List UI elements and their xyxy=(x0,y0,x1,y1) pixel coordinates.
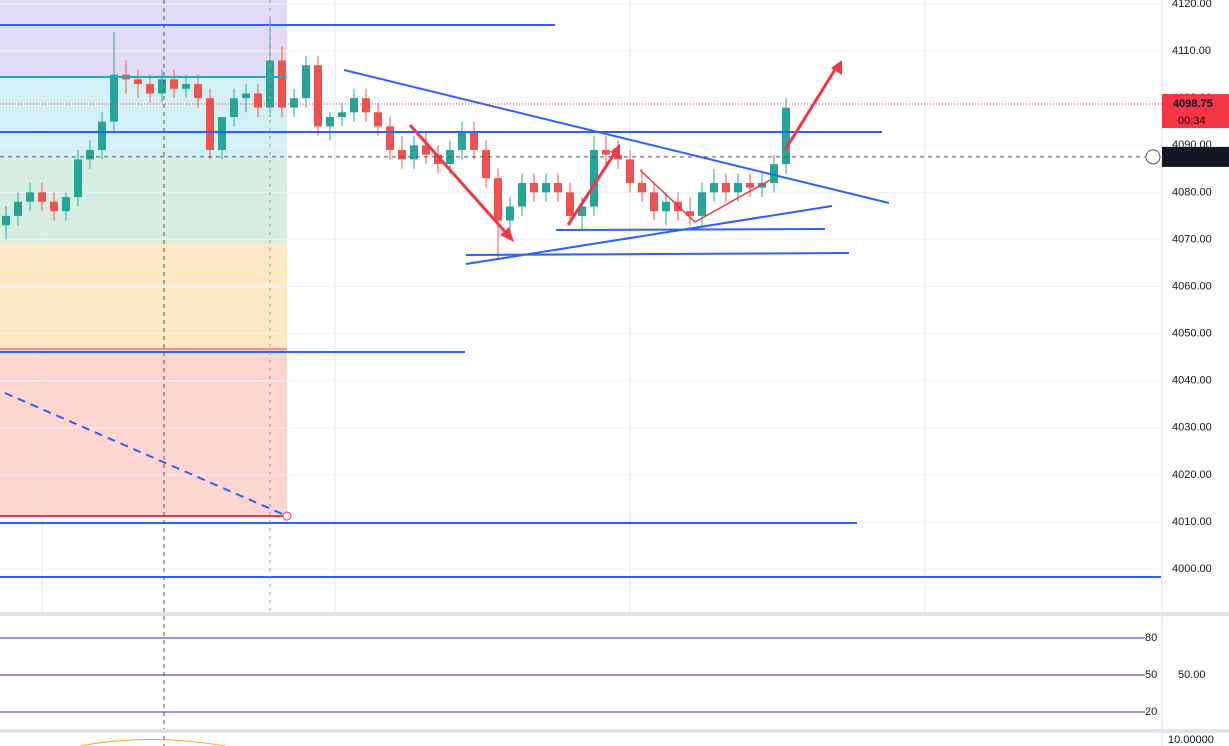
osc-level-label: 80 xyxy=(1145,632,1157,644)
y-tick-label: 4010.00 xyxy=(1172,516,1212,528)
candle-body xyxy=(770,164,778,183)
candle-body xyxy=(302,65,310,99)
candle-body xyxy=(62,197,70,212)
candle-body xyxy=(710,182,718,193)
fib-zone xyxy=(0,76,287,160)
candle-body xyxy=(2,215,10,226)
crosshair-button xyxy=(1145,149,1161,165)
candle-body xyxy=(542,182,550,193)
candle-body xyxy=(98,121,106,150)
candle-body xyxy=(518,182,526,207)
crosshair-tag xyxy=(1162,146,1229,167)
candle-body xyxy=(566,192,574,216)
candle-body xyxy=(590,149,598,207)
candle-body xyxy=(662,201,670,212)
candle-body xyxy=(386,126,394,150)
countdown-label: 00:34 xyxy=(1178,115,1206,127)
y-tick-label: 4020.00 xyxy=(1172,469,1212,481)
candle-body xyxy=(494,178,502,221)
candle-body xyxy=(218,117,226,150)
anchor xyxy=(282,511,292,521)
candle-body xyxy=(482,149,490,179)
candle-body xyxy=(602,149,610,155)
y-tick-label: 4080.00 xyxy=(1172,186,1212,198)
osc-level-label: 50 xyxy=(1145,669,1157,681)
y-tick-label: 4060.00 xyxy=(1172,280,1212,292)
candle-body xyxy=(410,145,418,160)
candle-body xyxy=(230,98,238,118)
candle-body xyxy=(422,145,430,155)
oscillator-pane: 80 50 20 xyxy=(0,632,1157,718)
candle-body xyxy=(50,201,58,212)
candle-body xyxy=(278,60,286,108)
y-tick-label: 4110.00 xyxy=(1172,45,1211,57)
candle-body xyxy=(374,112,382,127)
pane-separator xyxy=(0,612,1229,616)
lower-pane-curve xyxy=(79,739,226,746)
candle-body xyxy=(242,93,250,99)
pane-separator xyxy=(0,729,1229,733)
candle-body xyxy=(158,79,166,94)
candle-body xyxy=(698,192,706,216)
candle-body xyxy=(458,131,466,150)
y-tick-label: 4040.00 xyxy=(1172,375,1212,387)
osc-scale-label: 50.00 xyxy=(1178,669,1206,681)
candle-body xyxy=(686,211,694,216)
candle-body xyxy=(722,182,730,193)
y-tick-label: 4120.00 xyxy=(1172,0,1212,10)
candle-body xyxy=(74,159,82,198)
fib-zone xyxy=(0,349,287,517)
crosshair-label: 4087.53 xyxy=(1173,151,1213,163)
candle-body xyxy=(14,201,22,216)
candle-body xyxy=(470,131,478,150)
y-tick-label: 4050.00 xyxy=(1172,328,1212,340)
candle-body xyxy=(194,84,202,99)
candle-body xyxy=(110,74,118,122)
candle-body xyxy=(506,206,514,221)
candle-body xyxy=(350,98,358,113)
candle-body xyxy=(134,79,142,85)
y-tick-label: 4030.00 xyxy=(1172,422,1212,434)
candle-body xyxy=(746,182,754,188)
grid xyxy=(0,0,1162,612)
lower-pane-label: 10.00000 xyxy=(1168,734,1214,746)
drawings xyxy=(0,24,1161,578)
arrows xyxy=(408,60,842,242)
candle-body xyxy=(626,159,634,183)
candle-body xyxy=(650,192,658,212)
candle-body xyxy=(326,117,334,127)
candle-body xyxy=(290,98,298,108)
osc-level-label: 20 xyxy=(1145,706,1157,718)
candle-body xyxy=(314,65,322,127)
last-price-label: 4098.75 xyxy=(1173,98,1213,110)
candle-body xyxy=(578,206,586,216)
fib-zone xyxy=(0,160,287,244)
candle-body xyxy=(146,84,154,94)
candle-body xyxy=(170,79,178,89)
candle-body xyxy=(86,149,94,160)
candles xyxy=(2,18,790,259)
candle-body xyxy=(206,98,214,150)
y-tick-label: 4000.00 xyxy=(1172,563,1212,575)
candle-body xyxy=(734,182,742,193)
candle-body xyxy=(554,182,562,193)
candle-body xyxy=(338,112,346,118)
candle-body xyxy=(26,192,34,202)
candle-body xyxy=(182,84,190,89)
candle-body xyxy=(638,182,646,193)
fib-zone xyxy=(0,0,287,76)
candle-body xyxy=(530,182,538,193)
candle-body xyxy=(782,107,790,165)
candle-body xyxy=(38,192,46,202)
candle-body xyxy=(398,149,406,160)
candle-body xyxy=(434,154,442,165)
y-tick-label: 4070.00 xyxy=(1172,233,1212,245)
fib-zone xyxy=(0,244,287,349)
candle-body xyxy=(362,98,370,113)
candle-body xyxy=(266,60,274,108)
last-price-tag xyxy=(1162,94,1229,129)
candle-body xyxy=(254,93,262,108)
